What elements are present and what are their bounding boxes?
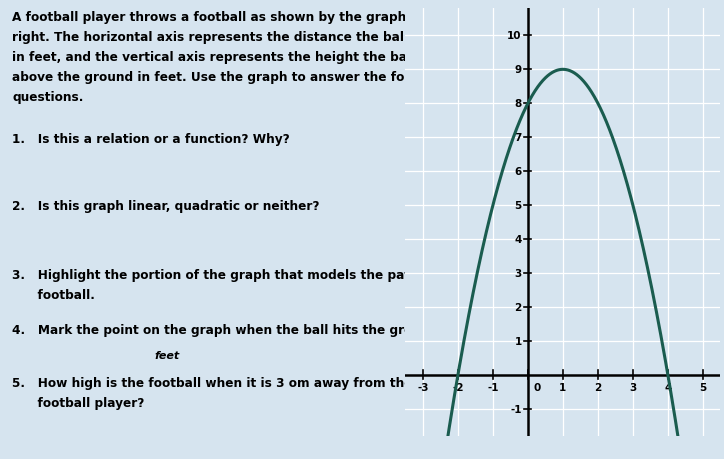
Text: 3: 3 <box>629 382 636 392</box>
Text: -3: -3 <box>417 382 429 392</box>
Text: -1: -1 <box>487 382 499 392</box>
Text: 5: 5 <box>699 382 707 392</box>
Text: above the ground in feet. Use the graph to answer the following: above the ground in feet. Use the graph … <box>12 71 453 84</box>
Text: 5: 5 <box>514 201 521 211</box>
Text: football player?: football player? <box>12 396 144 409</box>
Text: 10: 10 <box>507 31 521 41</box>
Text: in feet, and the vertical axis represents the height the ball travels: in feet, and the vertical axis represent… <box>12 51 467 64</box>
Text: 1.   Is this a relation or a function? Why?: 1. Is this a relation or a function? Why… <box>12 133 290 146</box>
Text: 3: 3 <box>514 269 521 279</box>
Text: 9: 9 <box>515 65 521 75</box>
Text: questions.: questions. <box>12 90 83 103</box>
Text: 1: 1 <box>559 382 567 392</box>
Text: 5.   How high is the football when it is 3 om away from the: 5. How high is the football when it is 3… <box>12 376 413 389</box>
Text: -2: -2 <box>452 382 463 392</box>
Text: football.: football. <box>12 288 95 301</box>
Text: 8: 8 <box>514 99 521 109</box>
Text: 0: 0 <box>533 382 540 392</box>
Text: 7: 7 <box>514 133 521 143</box>
Text: 4: 4 <box>514 235 521 245</box>
Text: A football player throws a football as shown by the graph on the: A football player throws a football as s… <box>12 11 454 24</box>
Text: 2: 2 <box>514 302 521 312</box>
Text: -1: -1 <box>510 404 521 414</box>
Text: 2.   Is this graph linear, quadratic or neither?: 2. Is this graph linear, quadratic or ne… <box>12 200 319 213</box>
Text: 6: 6 <box>514 167 521 177</box>
Text: 1: 1 <box>514 336 521 346</box>
Text: right. The horizontal axis represents the distance the ball travels: right. The horizontal axis represents th… <box>12 31 460 44</box>
Text: 3.   Highlight the portion of the graph that models the path of the: 3. Highlight the portion of the graph th… <box>12 269 463 281</box>
Text: 4: 4 <box>664 382 672 392</box>
Text: feet: feet <box>155 350 180 360</box>
Text: 4.   Mark the point on the graph when the ball hits the ground.: 4. Mark the point on the graph when the … <box>12 324 443 336</box>
Text: 2: 2 <box>594 382 602 392</box>
